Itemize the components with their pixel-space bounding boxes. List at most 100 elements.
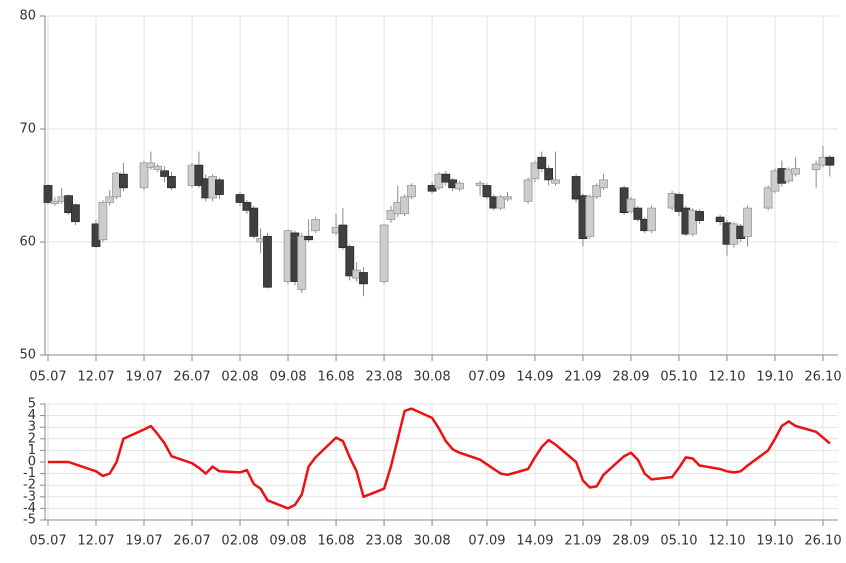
candle-body [482, 185, 492, 198]
candle-body [811, 163, 821, 171]
x-tick-label: 05.07 [29, 370, 66, 385]
candle-body [551, 179, 560, 184]
x-tick-label: 16.08 [317, 534, 354, 549]
candle-body [64, 195, 73, 214]
candle-body [674, 194, 684, 212]
x-tick-label: 12.10 [708, 370, 745, 385]
candle-body [475, 182, 485, 186]
y-tick-label: -3 [23, 489, 36, 504]
x-tick-label: 28.09 [612, 534, 649, 549]
candle-body [400, 196, 410, 215]
candle-body [647, 207, 656, 232]
x-tick-label: 28.09 [612, 370, 649, 385]
x-tick-label: 19.10 [756, 370, 793, 385]
y-tick-label: 50 [19, 348, 36, 363]
candle-body [160, 170, 169, 177]
candle-body [599, 179, 608, 189]
x-tick-label: 19.07 [125, 370, 162, 385]
y-tick-label: 2 [28, 431, 36, 446]
x-tick-label: 07.09 [468, 370, 505, 385]
y-tick-label: 3 [28, 420, 36, 435]
x-tick-label: 07.09 [468, 534, 505, 549]
candle-body [43, 185, 53, 203]
y-tick-label: 80 [19, 9, 36, 24]
candle-body [530, 162, 540, 180]
x-tick-label: 30.08 [413, 534, 450, 549]
x-tick-label: 09.08 [269, 534, 306, 549]
x-tick-label: 05.10 [660, 534, 697, 549]
candle-body [119, 173, 128, 189]
candle-body [263, 235, 272, 288]
x-tick-label: 26.10 [804, 534, 841, 549]
candle-body [139, 162, 149, 189]
x-tick-label: 02.08 [221, 370, 258, 385]
x-tick-label: 21.09 [564, 534, 601, 549]
candle-body [455, 182, 464, 190]
x-tick-label: 12.07 [77, 534, 114, 549]
x-tick-label: 02.08 [221, 534, 258, 549]
x-tick-label: 16.08 [317, 370, 354, 385]
x-tick-label: 26.10 [804, 370, 841, 385]
candle-body [146, 162, 156, 168]
y-tick-label: 60 [19, 235, 36, 250]
candle-body [167, 176, 176, 189]
x-tick-label: 12.10 [708, 534, 745, 549]
candle-body [626, 198, 636, 212]
candle-body [592, 185, 602, 198]
candle-body [688, 209, 698, 235]
candle-body [304, 235, 314, 241]
candle-body [523, 179, 533, 202]
y-tick-label: 0 [28, 455, 36, 470]
indicator-line [48, 407, 831, 510]
candle-body [496, 196, 506, 209]
x-tick-label: 05.10 [660, 370, 697, 385]
candle-body [242, 202, 252, 211]
y-tick-label: 4 [28, 408, 36, 423]
x-tick-label: 05.07 [29, 534, 66, 549]
y-tick-label: 5 [28, 397, 36, 412]
x-tick-label: 19.07 [125, 534, 162, 549]
x-tick-label: 23.08 [365, 370, 402, 385]
x-tick-label: 26.07 [173, 534, 210, 549]
candle-body [338, 224, 348, 249]
y-tick-label: 70 [19, 122, 36, 137]
candle-body [345, 246, 355, 277]
candle-body [105, 196, 115, 203]
candle-body [633, 207, 643, 220]
x-tick-label: 09.08 [269, 370, 306, 385]
candle-body [537, 156, 547, 169]
candle-body [194, 164, 204, 186]
candle-body [71, 204, 80, 223]
x-tick-label: 23.08 [365, 534, 402, 549]
candle-body [743, 207, 752, 237]
candle-body [153, 165, 163, 171]
candle-body [215, 179, 224, 195]
candle-body [379, 224, 389, 282]
candle-body [715, 216, 725, 223]
candle-body [503, 196, 512, 200]
candle-body [441, 173, 451, 183]
candle-body [50, 200, 60, 204]
candle-body [695, 211, 704, 221]
y-tick-label: -1 [23, 466, 36, 481]
x-tick-label: 30.08 [413, 370, 450, 385]
candle-body [359, 272, 368, 285]
candle-body [544, 168, 554, 181]
x-tick-label: 12.07 [77, 370, 114, 385]
y-tick-label: -4 [23, 501, 36, 516]
candle-body [585, 196, 595, 237]
candle-body [571, 176, 581, 200]
candle-body [311, 218, 320, 232]
candle-body [98, 202, 108, 241]
candle-body [791, 168, 800, 175]
y-tick-label: -2 [23, 478, 36, 493]
y-tick-label: -5 [23, 513, 36, 528]
x-tick-label: 21.09 [564, 370, 601, 385]
x-tick-label: 14.09 [516, 370, 553, 385]
candle-body [297, 235, 307, 290]
x-tick-label: 14.09 [516, 534, 553, 549]
candle-body [249, 207, 259, 237]
y-tick-label: 1 [28, 443, 36, 458]
candle-body [386, 209, 396, 220]
